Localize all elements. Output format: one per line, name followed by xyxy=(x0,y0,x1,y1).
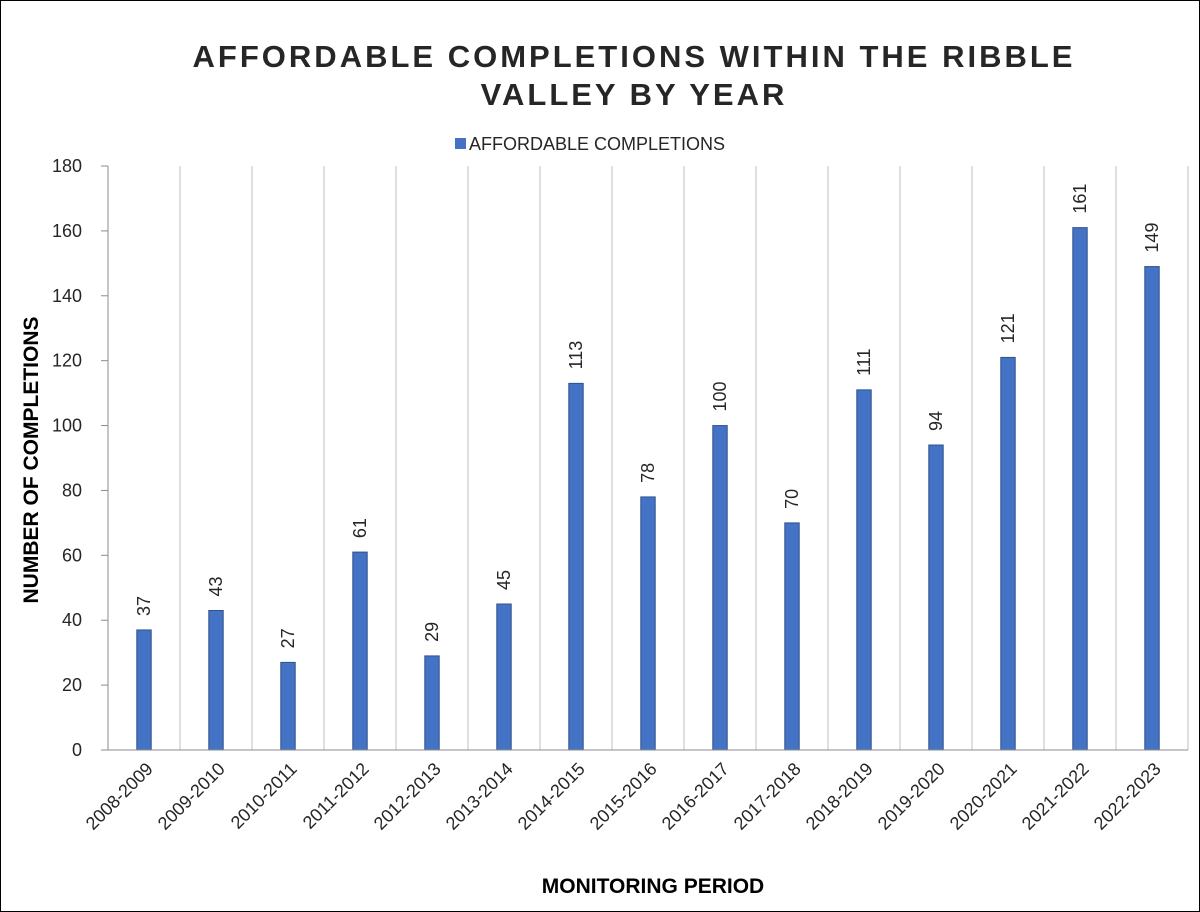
y-tick-label: 20 xyxy=(62,675,82,695)
data-label: 94 xyxy=(926,411,946,431)
bar xyxy=(1072,227,1088,751)
bar xyxy=(496,603,512,751)
x-tick-label: 2010-2011 xyxy=(227,759,301,833)
data-label: 113 xyxy=(566,341,586,370)
data-label: 121 xyxy=(998,313,1018,343)
data-label: 111 xyxy=(854,348,874,375)
legend-swatch xyxy=(455,138,466,149)
bar xyxy=(208,609,224,751)
x-axis-title: MONITORING PERIOD xyxy=(542,875,764,898)
y-axis-ticks: 0 20 40 60 80 100 120 140 160 180 xyxy=(52,156,109,760)
y-tick-label: 0 xyxy=(72,740,82,760)
chart-title-line-1: AFFORDABLE COMPLETIONS WITHIN THE RIBBLE xyxy=(193,39,1076,74)
data-label: 78 xyxy=(638,463,658,483)
bar xyxy=(928,444,944,751)
data-label: 29 xyxy=(422,622,442,642)
bar xyxy=(784,522,800,751)
x-tick-label: 2013-2014 xyxy=(442,759,517,834)
y-tick-label: 60 xyxy=(62,545,82,565)
x-tick-label: 2018-2019 xyxy=(802,759,877,834)
data-label: 27 xyxy=(278,628,298,648)
bar xyxy=(352,551,368,751)
data-label: 37 xyxy=(134,596,154,616)
x-tick-label: 2014-2015 xyxy=(514,759,589,834)
data-label: 61 xyxy=(350,518,370,538)
y-axis-title: NUMBER OF COMPLETIONS xyxy=(20,317,43,604)
bar xyxy=(856,389,872,751)
y-tick-label: 160 xyxy=(52,221,82,241)
y-tick-label: 120 xyxy=(52,351,82,371)
x-tick-label: 2012-2013 xyxy=(370,759,445,834)
bar xyxy=(1000,356,1016,751)
y-tick-label: 180 xyxy=(52,156,82,176)
bars xyxy=(136,227,1160,751)
x-tick-label: 2011-2012 xyxy=(299,759,373,833)
gridlines xyxy=(179,166,1189,750)
data-label: 45 xyxy=(494,570,514,590)
x-axis-ticks: 2008-20092009-20102010-20112011-20122012… xyxy=(82,759,1165,834)
bar xyxy=(712,425,728,751)
bar xyxy=(136,629,152,751)
y-tick-label: 100 xyxy=(52,416,82,436)
bar xyxy=(640,496,656,751)
bar xyxy=(1144,266,1160,751)
x-tick-label: 2021-2022 xyxy=(1018,759,1093,834)
data-label: 161 xyxy=(1070,184,1090,214)
x-tick-label: 2017-2018 xyxy=(730,759,805,834)
legend-label: AFFORDABLE COMPLETIONS xyxy=(469,134,725,154)
data-label: 149 xyxy=(1142,223,1162,253)
x-tick-label: 2020-2021 xyxy=(946,759,1021,834)
bar xyxy=(424,655,440,751)
x-tick-label: 2016-2017 xyxy=(658,759,733,834)
x-tick-label: 2015-2016 xyxy=(586,759,661,834)
x-tick-label: 2008-2009 xyxy=(82,759,157,834)
data-labels: 37 43 27 61 29 45 113 78 100 70 111 94 121 161 149 xyxy=(134,184,1162,649)
x-tick-label: 2009-2010 xyxy=(154,759,229,834)
bar xyxy=(568,382,584,751)
x-tick-label: 2019-2020 xyxy=(874,759,949,834)
data-label: 43 xyxy=(206,576,226,596)
y-tick-label: 140 xyxy=(52,286,82,306)
y-tick-label: 80 xyxy=(62,480,82,500)
bar xyxy=(280,661,296,751)
data-label: 70 xyxy=(782,489,802,509)
y-tick-label: 40 xyxy=(62,610,82,630)
x-tick-label: 2022-2023 xyxy=(1090,759,1165,834)
data-label: 100 xyxy=(710,382,730,412)
chart-title-line-2: VALLEY BY YEAR xyxy=(481,77,788,112)
